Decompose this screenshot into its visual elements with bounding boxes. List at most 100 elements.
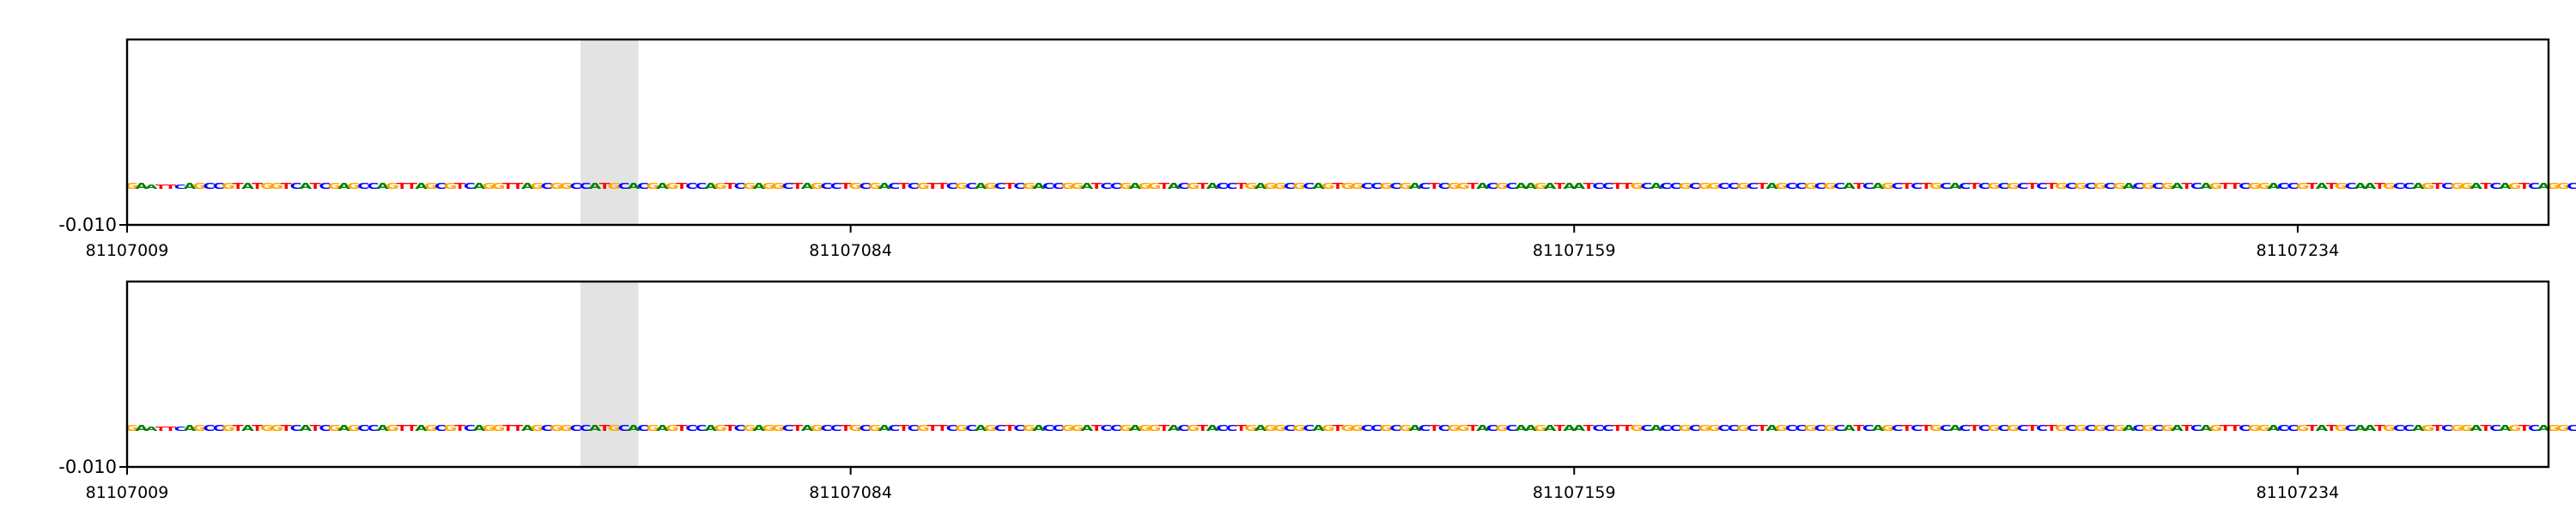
logo-letter: C xyxy=(2567,423,2576,433)
logo-letter: C xyxy=(2287,181,2299,191)
logo-letter: G xyxy=(1292,423,1306,433)
logo-letter: G xyxy=(1534,423,1547,433)
logo-letter: T xyxy=(937,181,949,191)
logo-letter: C xyxy=(888,423,900,433)
logo-letter: G xyxy=(1119,423,1133,433)
logo-letter: T xyxy=(792,181,804,191)
logo-letter: C xyxy=(908,423,920,433)
logo-letter: A xyxy=(801,423,814,433)
logo-letter: G xyxy=(1071,423,1084,433)
logo-letter: G xyxy=(2508,181,2522,191)
y-tick-label: -0.010 xyxy=(58,215,117,235)
logo-letter: A xyxy=(1765,181,1778,191)
logo-letter: C xyxy=(1602,181,1614,191)
logo-letter: G xyxy=(125,181,139,191)
logo-letter: C xyxy=(1997,423,2009,433)
logo-letter: C xyxy=(2528,181,2540,191)
logo-letter: A xyxy=(1949,423,1962,433)
logo-letter: A xyxy=(975,423,987,433)
logo-letter: T xyxy=(1467,181,1479,191)
logo-letter: T xyxy=(310,423,322,433)
logo-letter: A xyxy=(1168,181,1181,191)
logo-letter: C xyxy=(1602,423,1614,433)
logo-letter: C xyxy=(2036,423,2048,433)
logo-letter: T xyxy=(513,423,525,433)
logo-letter: C xyxy=(569,181,581,191)
logo-letter: G xyxy=(916,423,930,433)
logo-letter: C xyxy=(1795,423,1807,433)
logo-letter: C xyxy=(733,181,745,191)
logo-letter: C xyxy=(1689,423,1701,433)
logo-letter: T xyxy=(1853,181,1865,191)
logo-letter: G xyxy=(1630,181,1643,191)
logo-letter: G xyxy=(1707,181,1721,191)
logo-letter: T xyxy=(1757,423,1769,433)
logo-letter: A xyxy=(521,423,534,433)
logo-letter: C xyxy=(368,181,380,191)
logo-letter: A xyxy=(299,423,312,433)
logo-letter: A xyxy=(1129,181,1142,191)
logo-letter: T xyxy=(1333,423,1345,433)
logo-letter: C xyxy=(464,423,476,433)
logo-letter: G xyxy=(2160,423,2174,433)
logo-letter: C xyxy=(2065,181,2077,191)
logo-letter: C xyxy=(1438,181,1450,191)
logo-letter: G xyxy=(1187,423,1200,433)
logo-letter: G xyxy=(1495,423,1509,433)
logo-letter: T xyxy=(2220,423,2232,433)
logo-letter: C xyxy=(174,426,186,433)
logo-letter: G xyxy=(1987,181,2001,191)
logo-letter: T xyxy=(454,181,466,191)
logo-letter: T xyxy=(233,423,245,433)
logo-letter: A xyxy=(1255,181,1267,191)
logo-letter: G xyxy=(1447,181,1461,191)
logo-letter: A xyxy=(241,181,254,191)
logo-letter: A xyxy=(1312,423,1325,433)
logo-letter: C xyxy=(1911,423,1923,433)
logo-letter: A xyxy=(1563,423,1576,433)
logo-letter: T xyxy=(406,181,418,191)
logo-letter: T xyxy=(2326,181,2338,191)
x-tick-label: 81107009 xyxy=(86,241,169,260)
logo-letter: G xyxy=(665,423,679,433)
logo-letter: A xyxy=(753,181,766,191)
logo-letter: A xyxy=(2171,423,2184,433)
logo-letter: G xyxy=(1273,181,1287,191)
logo-letter: G xyxy=(1148,423,1162,433)
logo-letter: G xyxy=(2248,423,2262,433)
logo-letter: G xyxy=(2556,423,2570,433)
logo-letter: T xyxy=(1612,181,1624,191)
logo-letter: A xyxy=(415,181,428,191)
logo-letter: T xyxy=(725,423,737,433)
logo-letter: A xyxy=(376,423,389,433)
logo-letter: A xyxy=(656,423,669,433)
logo-letter: T xyxy=(1467,423,1479,433)
logo-letter: T xyxy=(725,181,737,191)
logo-letter: C xyxy=(685,423,697,433)
logo-letter: C xyxy=(2441,181,2453,191)
logo-letter: G xyxy=(2074,423,2087,433)
logo-letter: C xyxy=(1689,181,1701,191)
logo-letter: T xyxy=(2026,423,2038,433)
logo-letter: A xyxy=(656,181,669,191)
logo-letter: G xyxy=(2508,423,2522,433)
logo-letter: C xyxy=(2345,423,2357,433)
logo-letter: G xyxy=(2160,181,2174,191)
logo-letter: C xyxy=(1419,423,1431,433)
logo-letter: G xyxy=(424,423,438,433)
logo-letter: G xyxy=(444,181,458,191)
logo-letter: C xyxy=(1785,181,1797,191)
logo-letter: A xyxy=(1476,423,1489,433)
logo-letter: C xyxy=(213,423,225,433)
logo-letter: T xyxy=(1158,181,1170,191)
logo-letter: G xyxy=(1119,181,1133,191)
logo-letter: C xyxy=(946,423,958,433)
logo-letter: C xyxy=(204,181,216,191)
logo-letter: C xyxy=(541,423,553,433)
logo-letter: C xyxy=(994,181,1006,191)
logo-letter: T xyxy=(1197,423,1209,433)
logo-letter: C xyxy=(860,181,872,191)
x-tick-label: 81107159 xyxy=(1533,241,1616,260)
logo-letter: G xyxy=(762,181,775,191)
logo-letter: G xyxy=(328,181,342,191)
